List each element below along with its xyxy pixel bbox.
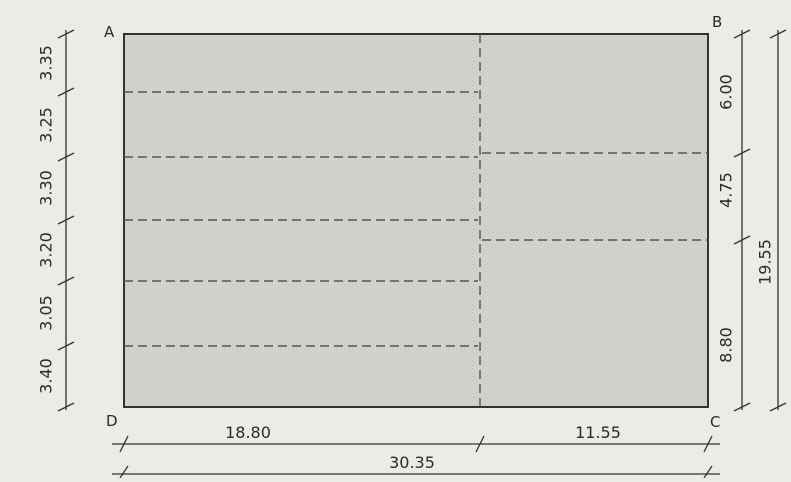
bottom-dimension-left: 18.80 bbox=[225, 423, 271, 442]
total-width-dimension-line bbox=[112, 465, 720, 479]
left-dimension-line bbox=[57, 29, 75, 412]
corner-label-d: D bbox=[106, 412, 118, 430]
plan-area bbox=[123, 33, 709, 408]
left-dimension-5: 3.05 bbox=[37, 295, 56, 331]
left-dimension-1: 3.35 bbox=[37, 45, 56, 81]
left-dimension-2: 3.25 bbox=[37, 107, 56, 143]
corner-label-a: A bbox=[104, 23, 115, 41]
corner-label-b: B bbox=[712, 13, 722, 31]
total-width-dimension: 30.35 bbox=[389, 453, 435, 472]
right-dimension-3: 8.80 bbox=[717, 327, 736, 363]
left-dimension-3: 3.30 bbox=[37, 170, 56, 206]
right-strip-lines bbox=[482, 152, 708, 241]
total-height-dimension: 19.55 bbox=[756, 239, 775, 285]
right-inner-dimension-line bbox=[733, 29, 751, 412]
left-dimension-4: 3.20 bbox=[37, 232, 56, 268]
right-dimension-2: 4.75 bbox=[717, 172, 736, 208]
right-dimension-1: 6.00 bbox=[717, 74, 736, 110]
left-strip-lines bbox=[124, 91, 478, 347]
corner-label-c: C bbox=[710, 413, 720, 431]
left-dimension-6: 3.40 bbox=[37, 358, 56, 394]
bottom-dimension-line bbox=[112, 435, 720, 453]
right-outer-dimension-line bbox=[769, 29, 787, 412]
bottom-dimension-right: 11.55 bbox=[575, 423, 621, 442]
